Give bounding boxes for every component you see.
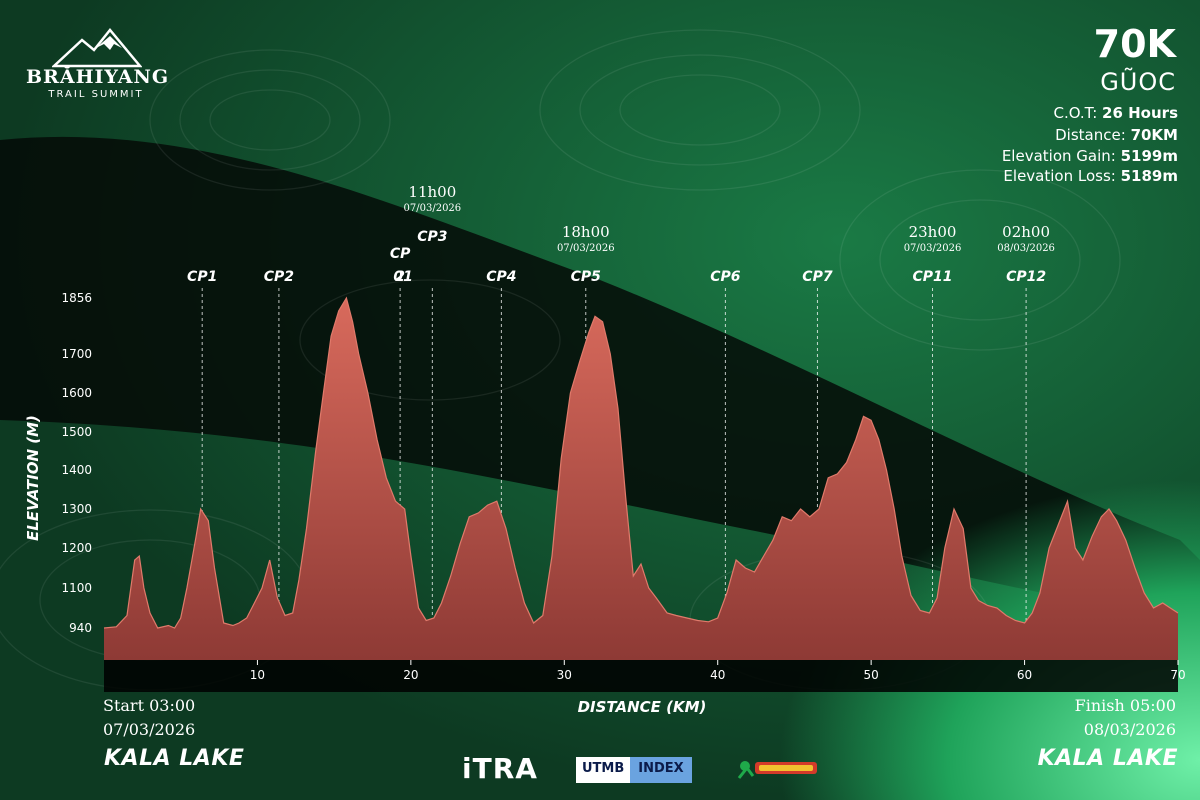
checkpoint-label-line2: 2 xyxy=(395,269,405,285)
mountain-logo-icon xyxy=(52,28,142,68)
y-tick-layer: 940 1100 1200 1300 1400 1500 1600 1700 1856 xyxy=(61,291,92,635)
y-axis-title: ELEVATION (M) xyxy=(24,415,42,541)
stat-distance: Distance: 70KM xyxy=(1055,126,1178,144)
finish-place: KALA LAKE xyxy=(1037,746,1178,771)
y-tick-label: 1856 xyxy=(61,291,92,305)
x-tick-label: 30 xyxy=(557,668,572,682)
logo-wordmark: BRĂHIYANG xyxy=(26,66,170,88)
utmb-logo-part: UTMB xyxy=(576,757,631,783)
y-tick-label: 940 xyxy=(69,621,92,635)
itra-logo: iTRA xyxy=(462,752,538,785)
checkpoint-label: CP1 xyxy=(187,269,217,285)
checkpoint-cutoff-date: 08/03/2026 xyxy=(997,243,1055,254)
y-tick-label: 1700 xyxy=(61,347,92,361)
checkpoint-cutoff-time: 11h00 xyxy=(408,183,456,201)
race-distance-title: 70K xyxy=(1093,22,1176,66)
y-tick-label: 1500 xyxy=(61,425,92,439)
y-tick-label: 1300 xyxy=(61,502,92,516)
checkpoint-label: CP12 xyxy=(1006,269,1046,285)
checkpoint-cutoff-date: 07/03/2026 xyxy=(557,243,615,254)
x-axis-title: DISTANCE (KM) xyxy=(578,698,707,716)
trail-master-logo-icon xyxy=(737,761,817,779)
y-tick-label: 1200 xyxy=(61,541,92,555)
x-tick-label: 20 xyxy=(403,668,418,682)
x-tick-label: 70 xyxy=(1170,668,1185,682)
start-label: Start 03:00 xyxy=(103,696,196,715)
checkpoint-cutoff-date: 07/03/2026 xyxy=(904,243,962,254)
checkpoint-label: CP6 xyxy=(710,269,741,285)
x-tick-label: 40 xyxy=(710,668,725,682)
elevation-area xyxy=(104,298,1178,660)
stat-elevation-loss: Elevation Loss: 5189m xyxy=(1003,167,1178,185)
y-tick-label: 1600 xyxy=(61,386,92,400)
y-tick-label: 1400 xyxy=(61,463,92,477)
checkpoint-label: CP xyxy=(390,246,411,262)
utmb-index-logo: UTMB INDEX xyxy=(576,757,692,783)
finish-date: 08/03/2026 xyxy=(1083,720,1176,739)
checkpoint-cutoff-time: 02h00 xyxy=(1002,223,1050,241)
checkpoint-label: CP4 xyxy=(486,269,516,285)
utmb-index-part: INDEX xyxy=(630,757,692,783)
x-tick-label: 50 xyxy=(864,668,879,682)
checkpoint-label: CP5 xyxy=(571,269,602,285)
logo-subtitle: TRAIL SUMMIT xyxy=(48,89,144,100)
start-place: KALA LAKE xyxy=(104,746,245,771)
stat-cot: C.O.T: 26 Hours xyxy=(1053,104,1178,122)
checkpoint-label: CP2 xyxy=(264,269,294,285)
finish-label: Finish 05:00 xyxy=(1074,696,1176,715)
x-tick-layer: 10 20 30 40 50 60 70 xyxy=(250,660,1186,682)
checkpoint-overlay-label: 01 xyxy=(393,269,412,285)
checkpoint-label: CP11 xyxy=(912,269,952,285)
race-name: GŨOC xyxy=(1100,68,1176,96)
stat-elevation-gain: Elevation Gain: 5199m xyxy=(1001,147,1178,165)
x-tick-label: 10 xyxy=(250,668,265,682)
checkpoint-cutoff-date: 07/03/2026 xyxy=(404,203,462,214)
y-tick-label: 1100 xyxy=(61,581,92,595)
start-date: 07/03/2026 xyxy=(103,720,196,739)
x-axis-bar xyxy=(104,660,1178,692)
checkpoint-label: CP3 xyxy=(417,229,447,245)
x-tick-label: 60 xyxy=(1017,668,1032,682)
checkpoint-label: CP7 xyxy=(802,269,833,285)
checkpoint-cutoff-time: 23h00 xyxy=(909,223,957,241)
elevation-outline xyxy=(103,296,1179,629)
checkpoint-cutoff-time: 18h00 xyxy=(562,223,610,241)
